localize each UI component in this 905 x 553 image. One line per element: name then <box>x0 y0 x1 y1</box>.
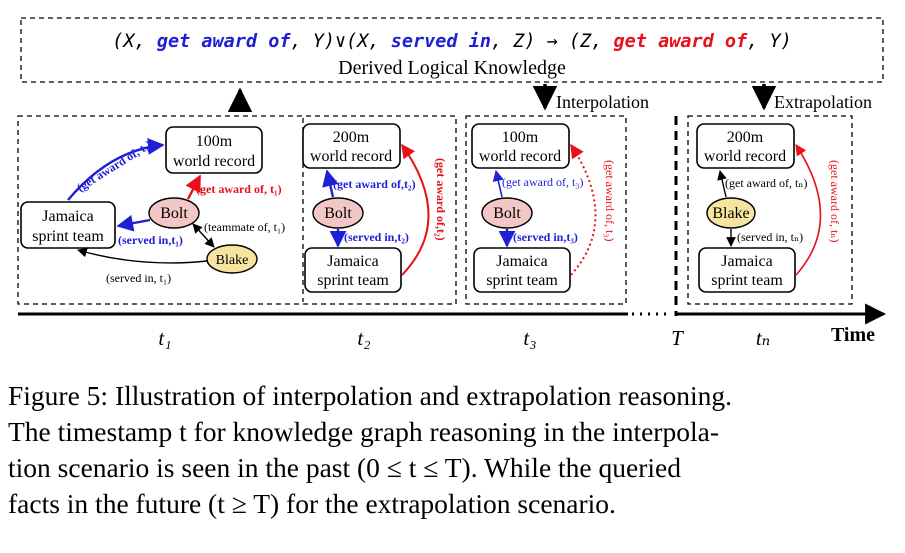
panel-t1-t2-box <box>17 115 457 305</box>
interpolation-label: Interpolation <box>556 92 649 112</box>
node-world-record <box>471 123 570 169</box>
node-jamaica <box>20 201 116 249</box>
panel-t1: 100m world record Jamaica sprint team Bo… <box>20 126 285 285</box>
tick-label-tn: tₙ <box>756 326 770 350</box>
node-label: sprint team <box>32 228 104 245</box>
caption-line: tion scenario is seen in the past (0 ≤ t… <box>8 452 681 483</box>
edge-label: (served in, tₙ) <box>737 230 803 244</box>
edge-served-black <box>77 247 208 264</box>
node-world-record <box>165 126 263 174</box>
node-label: Blake <box>216 253 249 268</box>
extrapolation-label: Extrapolation <box>774 92 872 112</box>
edge-label: (served in,t₁) <box>118 233 183 247</box>
edge-label: (get award of,t₂) <box>434 158 448 241</box>
panel-t3-box <box>465 115 627 305</box>
panel-tn: 200m world record Blake Jamaica sprint t… <box>696 123 842 293</box>
node-label: sprint team <box>711 272 783 289</box>
node-label: world record <box>479 148 561 165</box>
panel-tn-box <box>687 115 853 305</box>
node-blake <box>206 244 258 274</box>
edge-award-red <box>570 143 597 276</box>
edge-award-black <box>717 170 727 198</box>
edge-label: (get award of, tₙ) <box>828 160 842 243</box>
node-label: Jamaica <box>721 253 773 270</box>
edge-served-blue <box>116 214 151 232</box>
node-jamaica <box>304 247 402 293</box>
rule-formula: (X, get award of, Y)∨(X, served in, Z) →… <box>112 31 791 52</box>
node-label: world record <box>173 153 255 170</box>
edge-award-red <box>185 174 202 200</box>
caption-line: Figure 5: Illustration of interpolation … <box>8 380 732 411</box>
edge-award-blue <box>492 169 504 198</box>
node-label: Blake <box>712 205 749 222</box>
edge-label: (served in,t₂) <box>344 230 409 244</box>
node-label: Jamaica <box>327 253 379 270</box>
node-label: 200m <box>727 129 764 146</box>
axis-label-time: Time <box>831 324 875 346</box>
rule-box <box>20 17 884 83</box>
edge-label: (teammate of, t₁) <box>204 220 285 234</box>
node-label: Jamaica <box>42 208 94 225</box>
node-jamaica <box>473 247 571 293</box>
node-label: 100m <box>502 129 539 146</box>
node-bolt <box>481 197 533 229</box>
node-label: world record <box>704 148 786 165</box>
node-label: world record <box>310 148 392 165</box>
edge-award-blue <box>67 138 165 201</box>
node-label: 200m <box>333 129 370 146</box>
edge-award-red <box>401 143 430 276</box>
figure-caption: Figure 5: Illustration of interpolation … <box>8 378 896 522</box>
rule-subtitle: Derived Logical Knowledge <box>338 57 566 79</box>
node-world-record <box>302 123 401 169</box>
edge-award-red <box>795 144 822 276</box>
tick-label-T: T <box>671 326 684 350</box>
caption-line: facts in the future (t ≥ T) for the extr… <box>8 488 616 519</box>
edge-award-blue <box>322 169 339 198</box>
tick-label-t3: t₃ <box>523 326 536 350</box>
node-blake <box>706 197 756 229</box>
node-label: Bolt <box>493 205 521 222</box>
node-bolt <box>148 197 200 229</box>
edge-label: (get award of,t₂) <box>333 177 416 191</box>
node-label: Bolt <box>324 205 352 222</box>
edge-teammate <box>192 223 215 248</box>
node-label: sprint team <box>317 272 389 289</box>
edge-label: (get award of, t₃) <box>502 175 583 189</box>
tick-label-t1: t₁ <box>158 326 171 350</box>
edge-label: (get award of, t₁) <box>74 137 154 194</box>
edge-label: (served in, t₁) <box>106 271 171 285</box>
figure-diagram: (X, get award of, Y)∨(X, served in, Z) →… <box>17 17 887 350</box>
node-label: Jamaica <box>496 253 548 270</box>
tick-label-t2: t₂ <box>357 326 370 350</box>
panel-t2: 200m world record Bolt Jamaica sprint te… <box>302 123 448 293</box>
node-label: sprint team <box>486 272 558 289</box>
caption-line: The timestamp t for knowledge graph reas… <box>8 416 719 447</box>
edge-label: (served in,t₃) <box>513 230 578 244</box>
node-jamaica <box>698 247 796 293</box>
edge-label: (get award of, t₃) <box>603 160 617 241</box>
edge-label: (get award of, tₙ) <box>725 176 808 190</box>
node-world-record <box>696 123 795 169</box>
node-label: 100m <box>196 133 233 150</box>
node-bolt <box>312 197 364 229</box>
panel-t3: 100m world record Bolt Jamaica sprint te… <box>471 123 617 293</box>
edge-label: (get award of, t₁) <box>196 182 282 196</box>
node-label: Bolt <box>160 205 188 222</box>
